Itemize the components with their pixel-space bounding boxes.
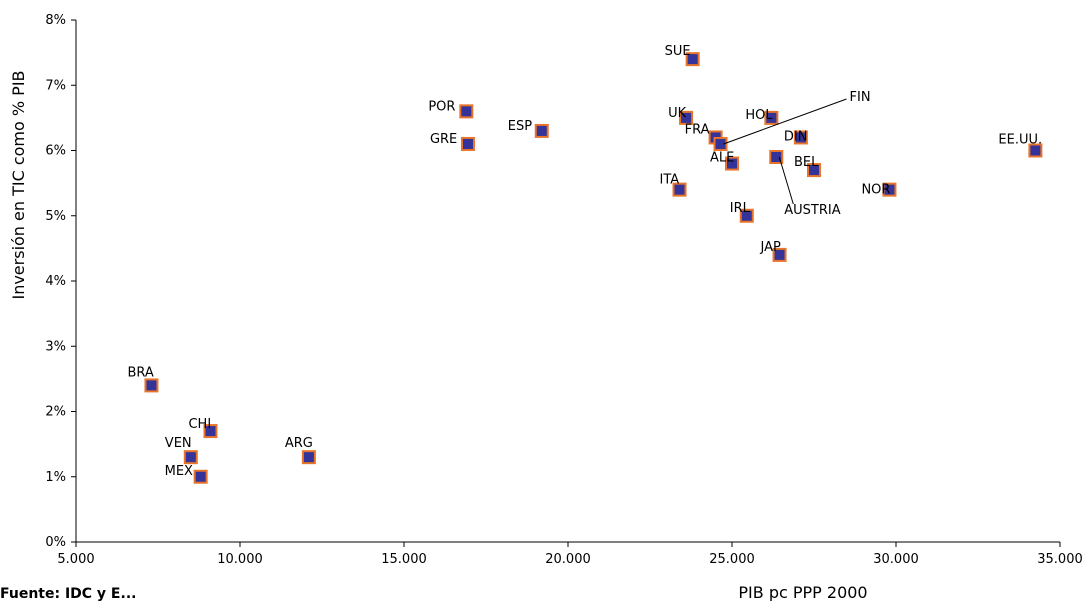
y-tick-label: 0% bbox=[45, 535, 66, 550]
point-label: CHI bbox=[188, 417, 211, 432]
x-tick-label: 35.000 bbox=[1037, 552, 1083, 567]
point-label: JAP bbox=[760, 240, 781, 255]
points-layer bbox=[144, 52, 1043, 484]
y-tick-label: 6% bbox=[45, 144, 66, 159]
data-point bbox=[193, 469, 208, 484]
x-tick-label: 30.000 bbox=[873, 552, 919, 567]
point-label: GRE bbox=[430, 132, 457, 147]
point-label: FIN bbox=[850, 90, 871, 105]
x-tick-label: 15.000 bbox=[381, 552, 427, 567]
data-point bbox=[459, 104, 474, 119]
point-label: ITA bbox=[660, 173, 680, 188]
point-label: SUE bbox=[665, 44, 691, 59]
data-point bbox=[807, 163, 821, 178]
y-tick-label: 1% bbox=[45, 470, 66, 485]
data-point bbox=[183, 450, 198, 465]
data-point bbox=[772, 247, 787, 262]
axes-layer: 0% 1% 2% 3% 4% 5% 6% 7% 8% 5.000 10.000 15.000 20.00… bbox=[45, 13, 1082, 567]
callout-line bbox=[723, 98, 847, 145]
y-tick-label: 4% bbox=[45, 274, 66, 289]
point-label: ARG bbox=[285, 436, 313, 451]
source-note: Fuente: IDC y E... bbox=[0, 586, 137, 602]
x-tick-label: 20.000 bbox=[545, 552, 591, 567]
point-label: POR bbox=[428, 99, 455, 114]
x-axis-title: PIB pc PPP 2000 bbox=[738, 583, 867, 601]
y-tick-label: 3% bbox=[45, 339, 66, 354]
point-label: NOR bbox=[861, 183, 890, 198]
y-tick-label: 7% bbox=[45, 78, 66, 93]
x-tick-label: 25.000 bbox=[709, 552, 755, 567]
y-tick-label: 5% bbox=[45, 209, 66, 224]
point-label: BRA bbox=[127, 365, 153, 380]
data-point bbox=[725, 156, 739, 171]
point-label: AUSTRIA bbox=[784, 203, 840, 218]
point-label: IRL bbox=[730, 201, 751, 216]
point-label: UK bbox=[668, 106, 687, 121]
data-point bbox=[1028, 143, 1043, 158]
point-label: ESP bbox=[508, 119, 532, 134]
y-axis-title: Inversión en TIC como % PIB bbox=[9, 70, 28, 299]
data-point bbox=[672, 182, 687, 197]
x-tick-label: 10.000 bbox=[217, 552, 263, 567]
point-label: HOL bbox=[745, 108, 773, 123]
data-point bbox=[460, 136, 475, 151]
data-point bbox=[764, 110, 779, 125]
point-label: DIN bbox=[784, 129, 808, 144]
point-label: ALE bbox=[710, 151, 734, 166]
point-label: FRA bbox=[685, 122, 710, 137]
data-point bbox=[685, 52, 700, 67]
point-label: BEL bbox=[794, 155, 819, 170]
data-point bbox=[679, 110, 694, 125]
y-tick-label: 2% bbox=[45, 405, 66, 420]
point-label: EE.UU. bbox=[998, 133, 1042, 148]
data-point bbox=[739, 208, 754, 223]
data-point bbox=[301, 450, 316, 465]
callout-line bbox=[778, 156, 794, 205]
data-point bbox=[793, 130, 808, 145]
data-point bbox=[203, 424, 218, 439]
data-point bbox=[769, 150, 784, 165]
y-tick-label: 8% bbox=[45, 13, 66, 28]
data-point bbox=[534, 123, 549, 138]
data-point bbox=[713, 136, 728, 151]
point-label: MEX bbox=[165, 464, 193, 479]
point-label: VEN bbox=[165, 436, 192, 451]
data-point bbox=[882, 182, 897, 197]
x-tick-label: 5.000 bbox=[57, 552, 94, 567]
data-point bbox=[144, 378, 159, 393]
